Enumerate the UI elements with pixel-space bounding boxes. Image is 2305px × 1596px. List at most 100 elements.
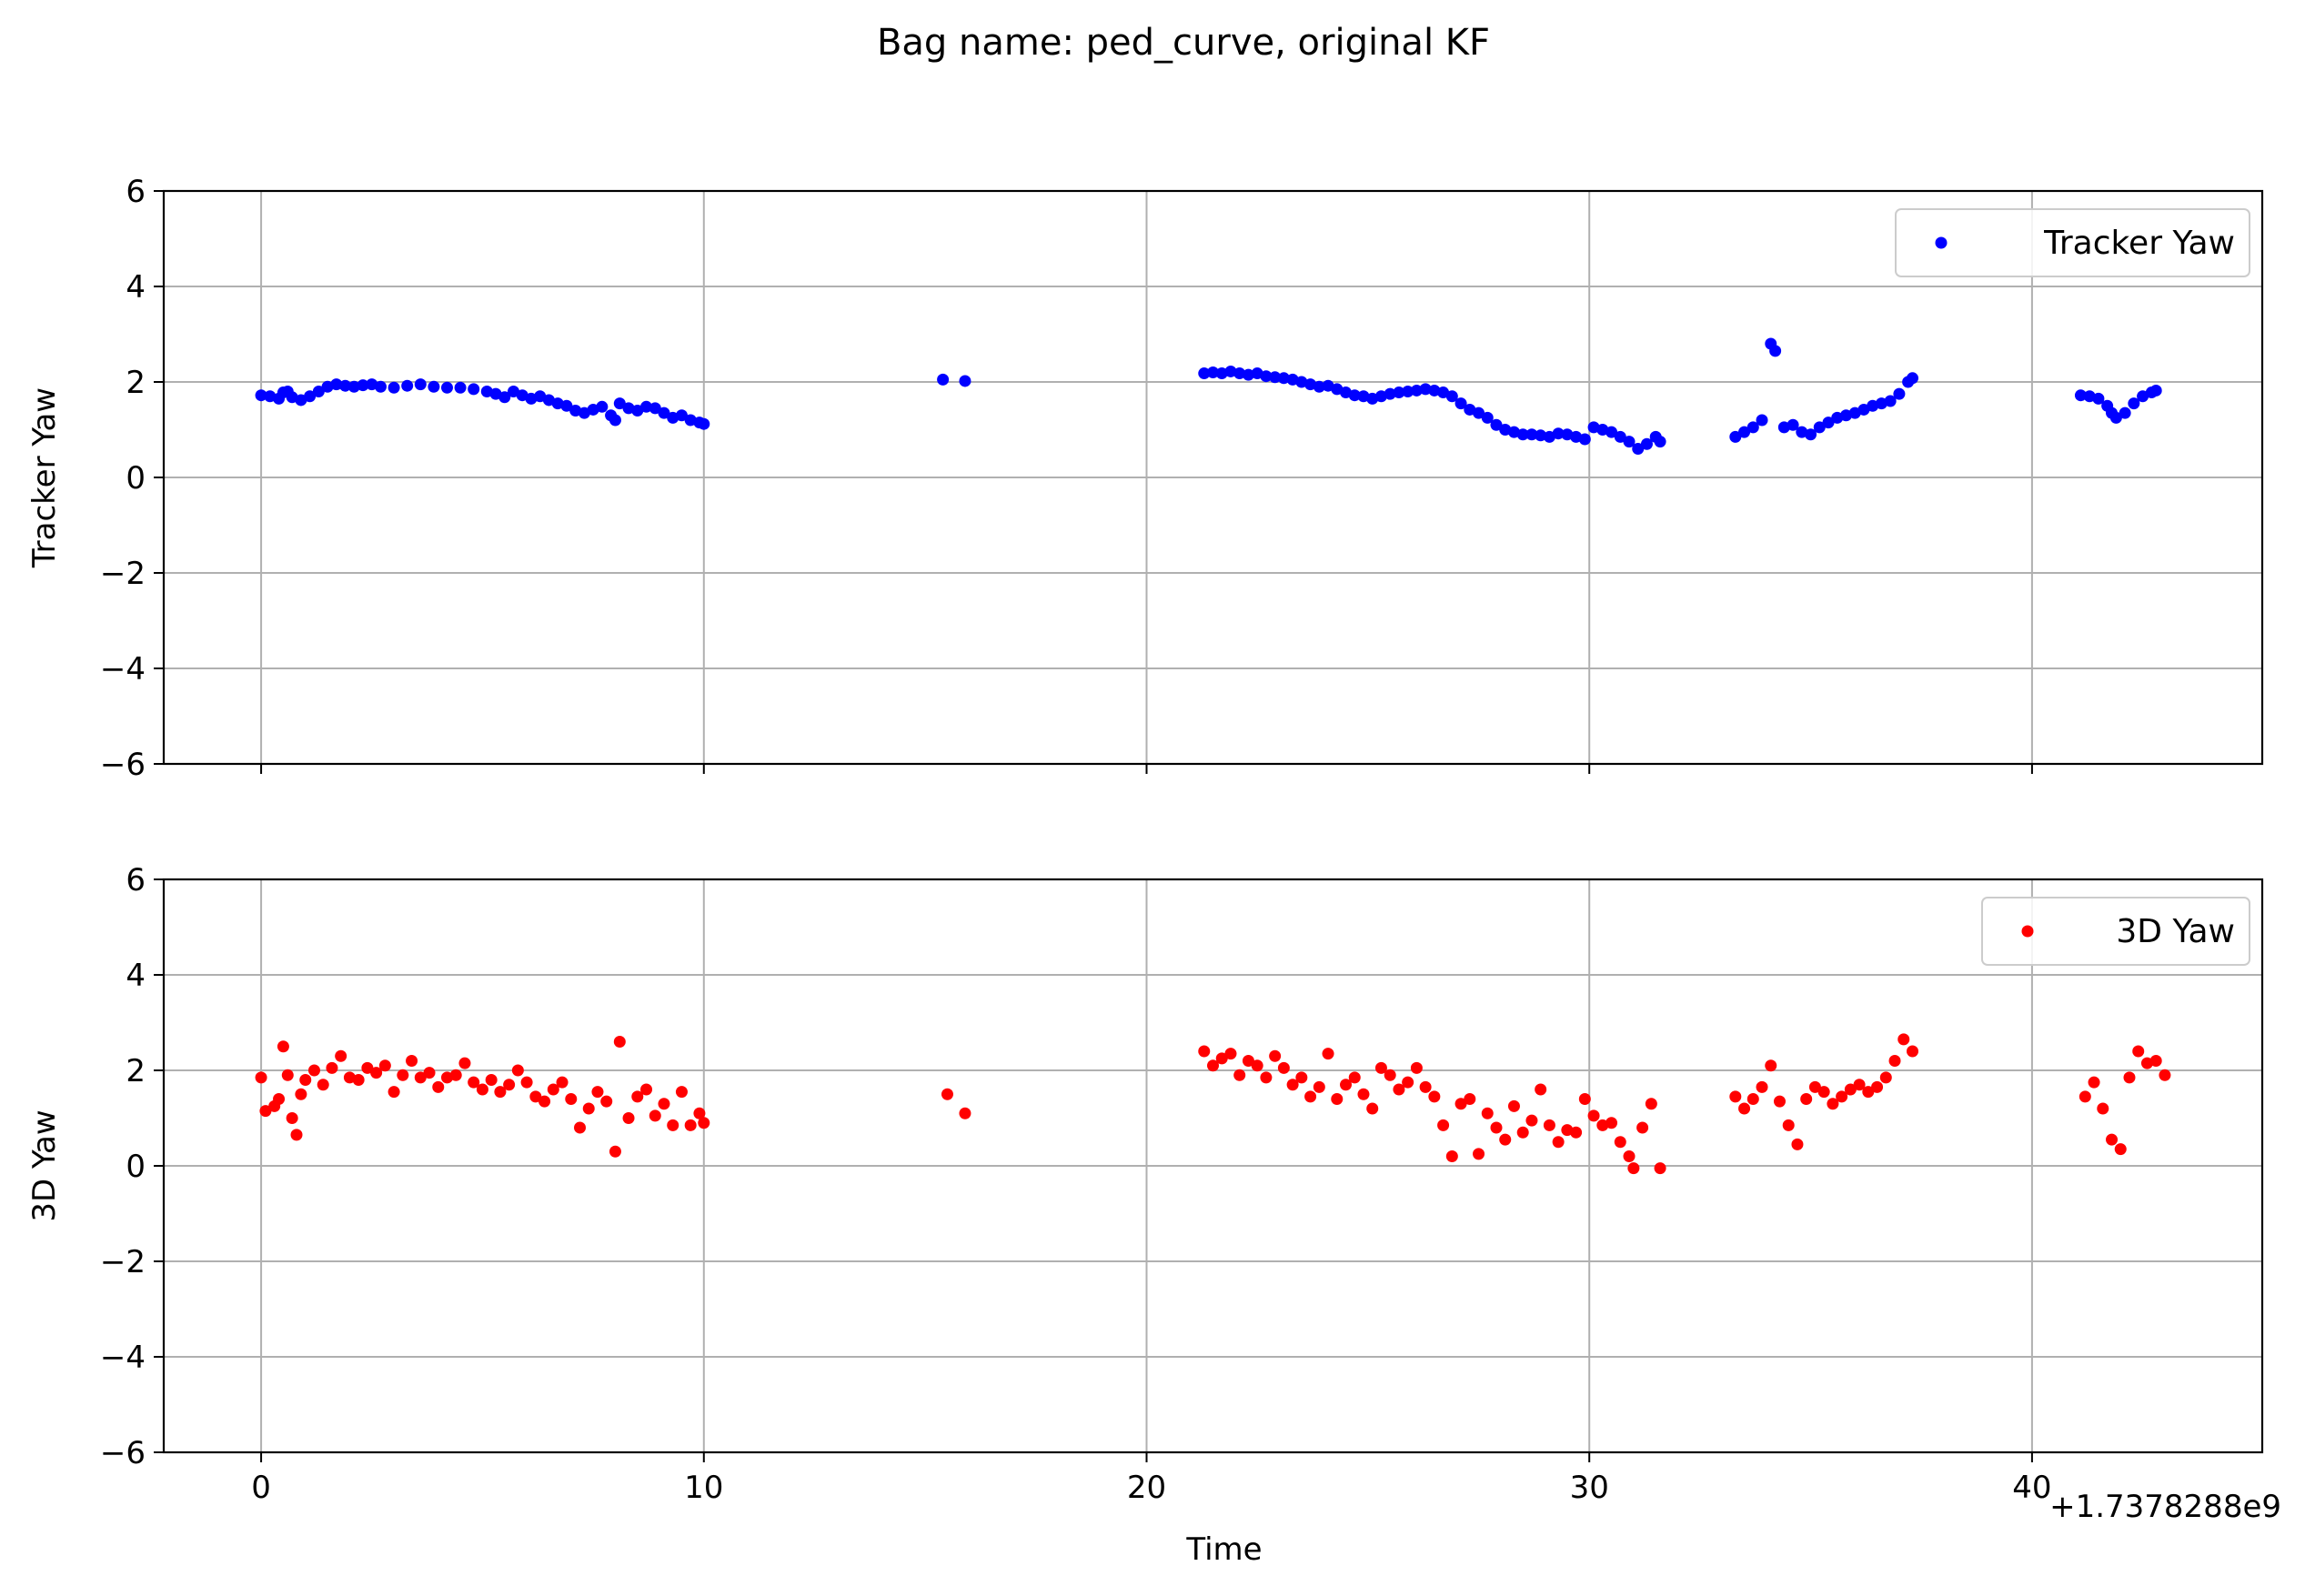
data-point	[1884, 395, 1897, 407]
data-point	[1836, 1090, 1848, 1103]
data-point	[485, 1074, 498, 1086]
data-point	[1437, 1119, 1450, 1131]
data-point	[1535, 429, 1547, 442]
data-point	[330, 378, 343, 391]
data-point	[1473, 407, 1485, 419]
data-point	[1374, 390, 1387, 403]
data-point	[649, 1109, 661, 1122]
data-point	[684, 414, 697, 427]
data-point	[1756, 1080, 1768, 1093]
data-point	[388, 1086, 400, 1099]
data-point	[1402, 386, 1414, 397]
data-point	[1570, 1126, 1583, 1139]
data-point	[1384, 1069, 1396, 1081]
data-point	[1614, 1136, 1626, 1149]
data-point	[1769, 345, 1782, 357]
data-point	[476, 1083, 488, 1096]
data-point	[1402, 1076, 1414, 1089]
data-point	[1242, 1055, 1254, 1067]
data-point	[1357, 390, 1370, 403]
data-point	[1242, 368, 1254, 381]
data-point	[1260, 370, 1273, 383]
data-point	[440, 1071, 453, 1084]
data-point	[525, 392, 538, 405]
data-point	[1269, 1049, 1282, 1062]
data-point	[1348, 389, 1361, 402]
data-point	[2119, 407, 2131, 419]
data-point	[1773, 1095, 1786, 1108]
data-point	[622, 402, 635, 415]
data-point	[613, 397, 626, 410]
data-point	[508, 386, 519, 397]
data-point	[1605, 426, 1618, 438]
y-tick-label: 6	[126, 174, 146, 210]
data-point	[1654, 436, 1666, 448]
data-point	[582, 1102, 595, 1115]
data-point	[1393, 386, 1405, 399]
data-point	[1867, 399, 1879, 412]
data-point	[1313, 1080, 1325, 1093]
data-point	[295, 1088, 307, 1100]
data-point	[649, 402, 661, 415]
data-point	[1636, 1121, 1649, 1134]
data-point	[574, 1121, 587, 1134]
data-point	[1596, 424, 1609, 436]
data-point	[1791, 1138, 1804, 1150]
data-point	[2092, 392, 2105, 405]
x-tick-label: 30	[1570, 1470, 1609, 1506]
data-point	[1627, 1162, 1640, 1175]
data-point	[1907, 372, 1918, 385]
data-point	[675, 409, 688, 422]
data-point	[1340, 1079, 1353, 1091]
data-point	[1831, 411, 1844, 424]
data-point	[2083, 390, 2096, 403]
data-point	[959, 375, 971, 387]
data-point	[1516, 1126, 1529, 1139]
data-point	[2140, 1057, 2153, 1069]
data-point	[1445, 1150, 1458, 1162]
data-point	[1525, 1114, 1538, 1127]
data-point	[1525, 428, 1538, 441]
data-point	[941, 1088, 953, 1100]
data-point	[2109, 411, 2122, 424]
data-point	[468, 1076, 480, 1089]
y-tick-label: 0	[126, 460, 146, 497]
data-point	[1366, 392, 1379, 405]
data-point	[631, 405, 644, 417]
data-point	[511, 1064, 524, 1077]
data-point	[458, 1057, 471, 1069]
data-point	[1366, 1102, 1379, 1115]
data-point	[1587, 421, 1600, 434]
data-point	[1796, 426, 1808, 438]
data-point	[2149, 1055, 2162, 1067]
data-point	[1871, 1080, 1884, 1093]
data-point	[2149, 384, 2162, 396]
data-point	[449, 1069, 462, 1081]
data-point	[1893, 387, 1906, 400]
data-point	[277, 1040, 289, 1053]
data-point	[388, 381, 400, 394]
data-point	[640, 400, 653, 413]
data-point	[1428, 1090, 1441, 1103]
data-point	[1295, 1071, 1308, 1084]
data-point	[1765, 1059, 1777, 1072]
data-point	[503, 1079, 516, 1091]
data-point	[480, 386, 493, 397]
data-point	[1233, 367, 1246, 380]
data-point	[1862, 1086, 1875, 1099]
data-point	[2106, 1133, 2119, 1146]
series-3d-yaw	[255, 1033, 2171, 1175]
y-tick-label: −4	[100, 1340, 146, 1376]
data-point	[622, 1112, 635, 1124]
data-point	[1473, 1148, 1485, 1160]
data-point	[498, 391, 511, 404]
data-point	[1561, 428, 1574, 441]
data-point	[569, 405, 582, 417]
data-point	[1277, 372, 1290, 385]
data-point	[1800, 1093, 1813, 1105]
data-point	[1578, 433, 1591, 446]
data-point	[640, 1083, 653, 1096]
data-point	[339, 379, 352, 392]
